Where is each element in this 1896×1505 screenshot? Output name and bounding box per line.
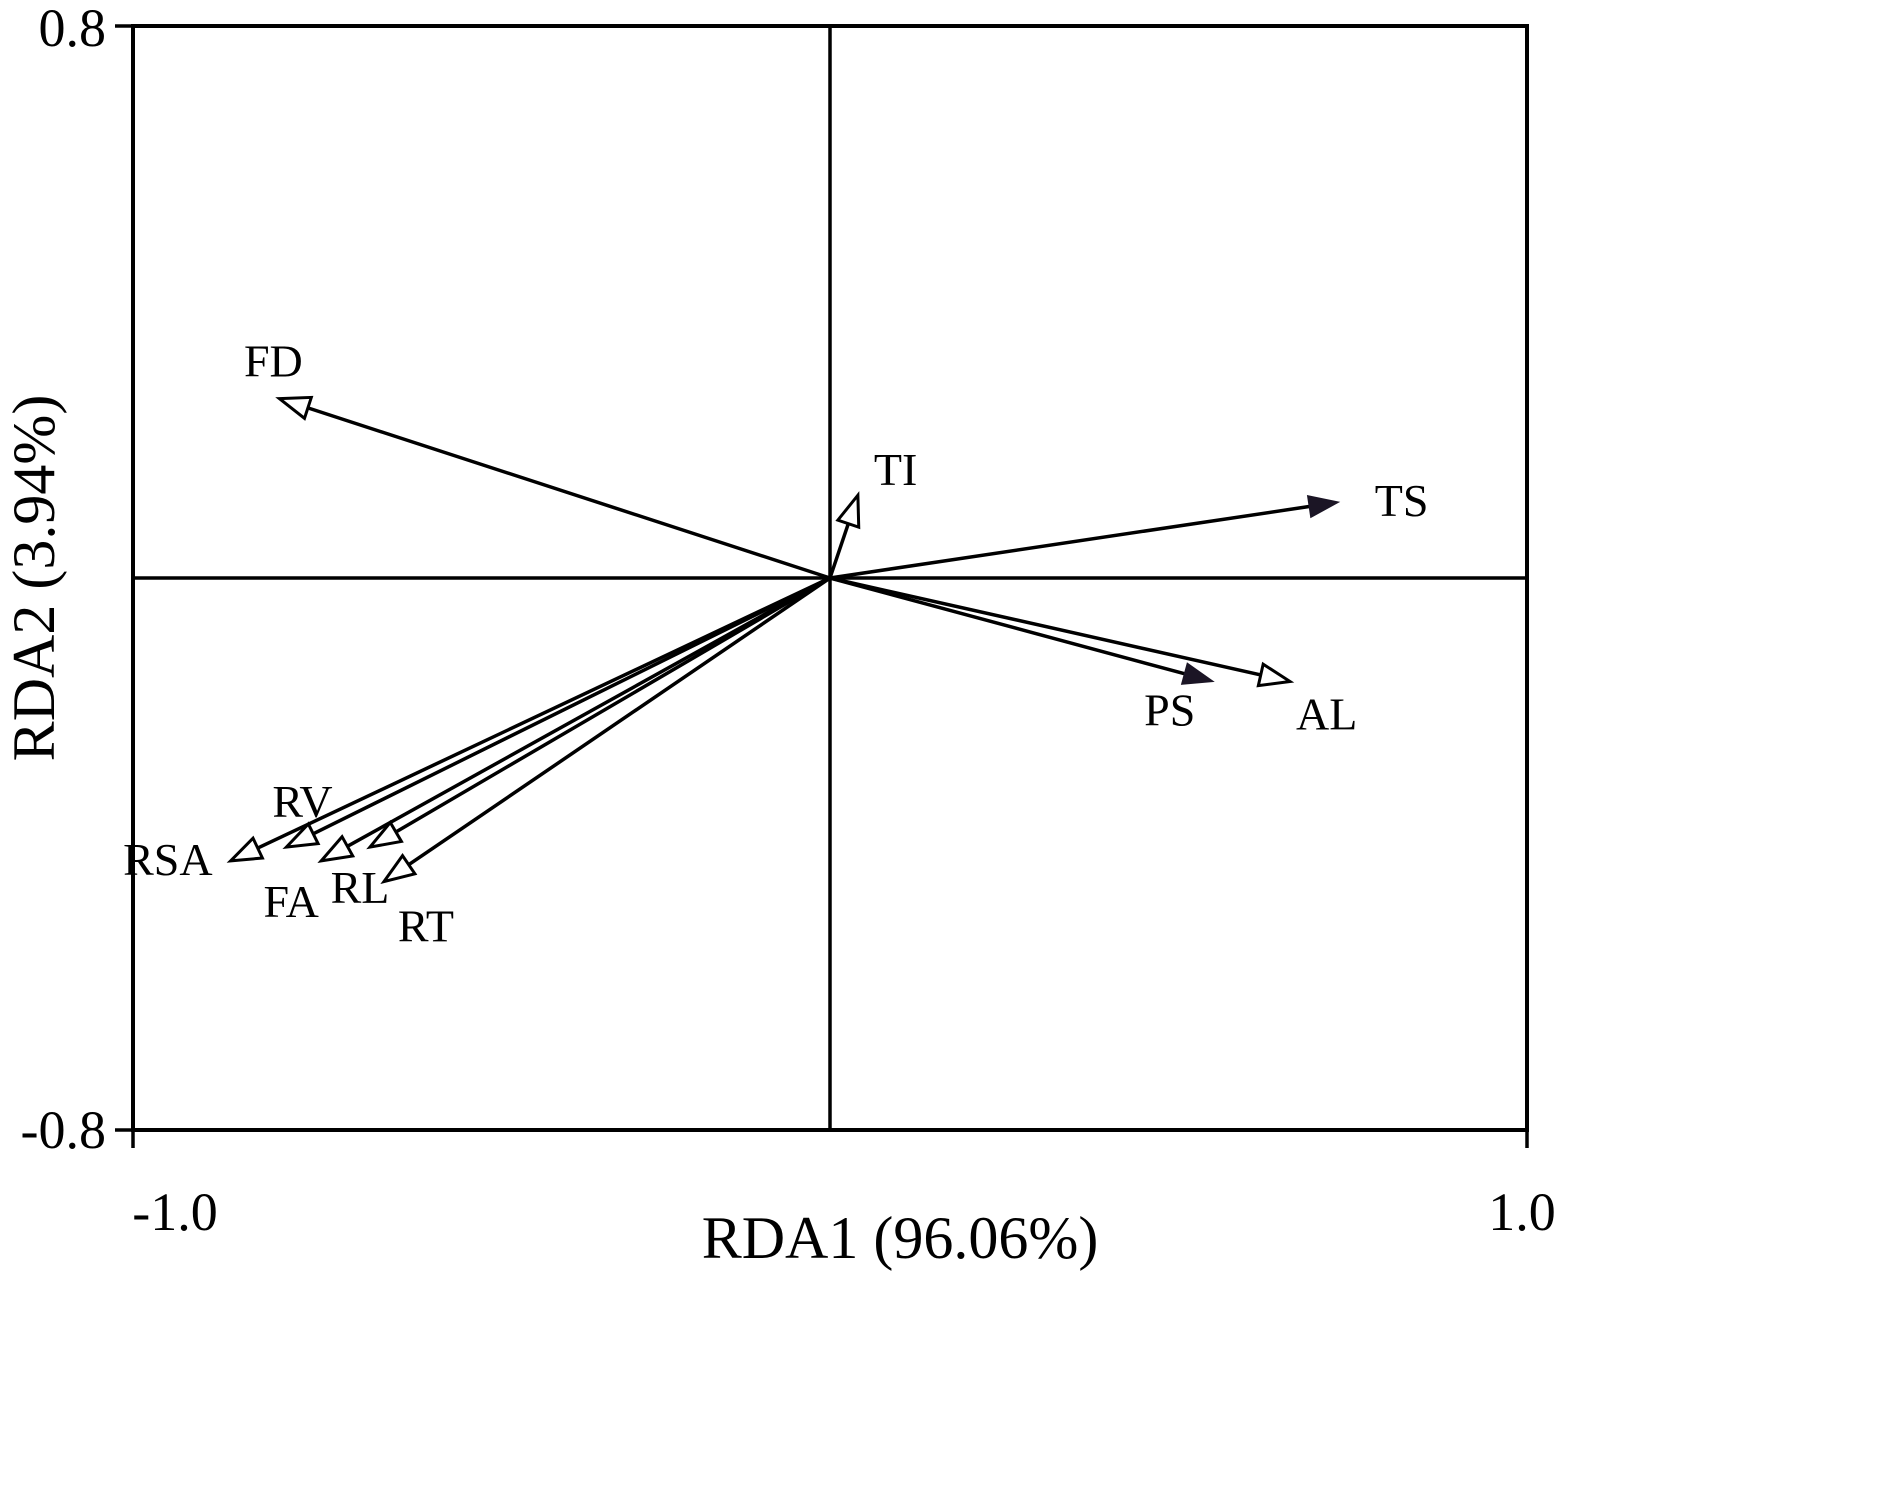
vector-label-ps: PS	[1144, 685, 1195, 736]
vector-arrowhead-rl	[366, 819, 404, 850]
vector-line-rl	[394, 576, 831, 834]
y-tick-label-min: -0.8	[21, 1100, 106, 1160]
y-axis-title: RDA2 (3.94%)	[1, 395, 67, 762]
vector-line-rt	[407, 576, 831, 867]
vector-arrowhead-ps	[1180, 662, 1215, 685]
vector-line-ti	[828, 523, 850, 579]
vector-label-fa: FA	[263, 876, 318, 927]
vector-label-rsa: RSA	[123, 834, 212, 885]
vector-line-ts	[829, 504, 1310, 580]
vector-line-fd	[307, 406, 831, 580]
vector-label-fd: FD	[244, 336, 303, 387]
vector-arrowhead-al	[1256, 661, 1295, 688]
x-tick-label-min: -1.0	[132, 1182, 217, 1242]
vector-arrowhead-rt	[380, 853, 418, 885]
vector-arrowhead-rsa	[226, 835, 265, 863]
vector-line-rsa	[256, 576, 831, 850]
x-tick-label-max: 1.0	[1488, 1182, 1556, 1242]
vector-label-rv: RV	[272, 776, 332, 827]
vector-arrowhead-fa	[317, 834, 356, 864]
vector-line-ps	[829, 576, 1185, 676]
vector-label-rt: RT	[398, 901, 454, 952]
vector-line-rv	[312, 576, 831, 836]
vector-label-ti: TI	[874, 444, 917, 495]
vector-line-fa	[346, 576, 831, 848]
axis-tick-marks	[115, 24, 1529, 1148]
vector-arrowhead-rv	[282, 821, 321, 850]
y-tick-label-max: 0.8	[39, 0, 107, 58]
vector-line-al	[829, 576, 1262, 677]
vector-label-ts: TS	[1375, 475, 1429, 526]
x-axis-title: RDA1 (96.06%)	[702, 1205, 1099, 1271]
vector-arrowhead-fd	[275, 395, 314, 421]
vector-label-rl: RL	[331, 862, 390, 913]
vector-arrowhead-ts	[1306, 495, 1341, 519]
vector-arrowhead-ti	[835, 491, 861, 530]
vector-label-al: AL	[1296, 689, 1357, 740]
